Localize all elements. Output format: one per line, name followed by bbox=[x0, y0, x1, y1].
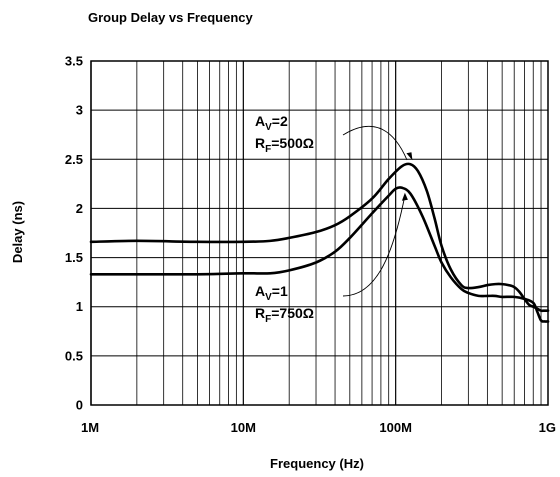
x-tick-label: 1M bbox=[81, 420, 99, 435]
annotation-leader bbox=[342, 194, 406, 297]
annotation-label: RF=750Ω bbox=[255, 305, 314, 325]
y-tick-label: 3 bbox=[76, 103, 83, 118]
y-tick-label: 0 bbox=[76, 398, 83, 413]
annotation-leader bbox=[342, 125, 408, 161]
chart-title: Group Delay vs Frequency bbox=[88, 10, 253, 25]
x-tick-label: 10M bbox=[231, 420, 256, 435]
y-axis-title: Delay (ns) bbox=[10, 201, 25, 263]
x-axis-title: Frequency (Hz) bbox=[270, 456, 364, 471]
y-tick-label: 3.5 bbox=[65, 54, 83, 69]
y-tick-label: 1.5 bbox=[65, 250, 83, 265]
grid-lines bbox=[90, 60, 548, 406]
series-line-1 bbox=[89, 162, 550, 313]
y-tick-label: 2 bbox=[76, 201, 83, 216]
annotation-label: AV=1 bbox=[255, 283, 288, 303]
series-lines bbox=[89, 162, 550, 323]
y-tick-label: 0.5 bbox=[65, 348, 83, 363]
x-tick-label: 1G bbox=[539, 420, 556, 435]
annotation-arrowhead bbox=[401, 192, 408, 201]
y-tick-label: 1 bbox=[76, 299, 83, 314]
annotation-label: RF=500Ω bbox=[255, 135, 314, 155]
tick-labels: 0 0.5 1 1.5 2 2.5 3 3.5 1M 10M 100M 1G bbox=[65, 54, 556, 436]
plot-frame bbox=[90, 60, 549, 406]
annotation-arrowhead bbox=[406, 152, 413, 161]
annotation-label: AV=2 bbox=[255, 113, 288, 133]
x-tick-label: 100M bbox=[379, 420, 412, 435]
y-tick-label: 2.5 bbox=[65, 152, 83, 167]
series-line-2 bbox=[89, 186, 550, 323]
